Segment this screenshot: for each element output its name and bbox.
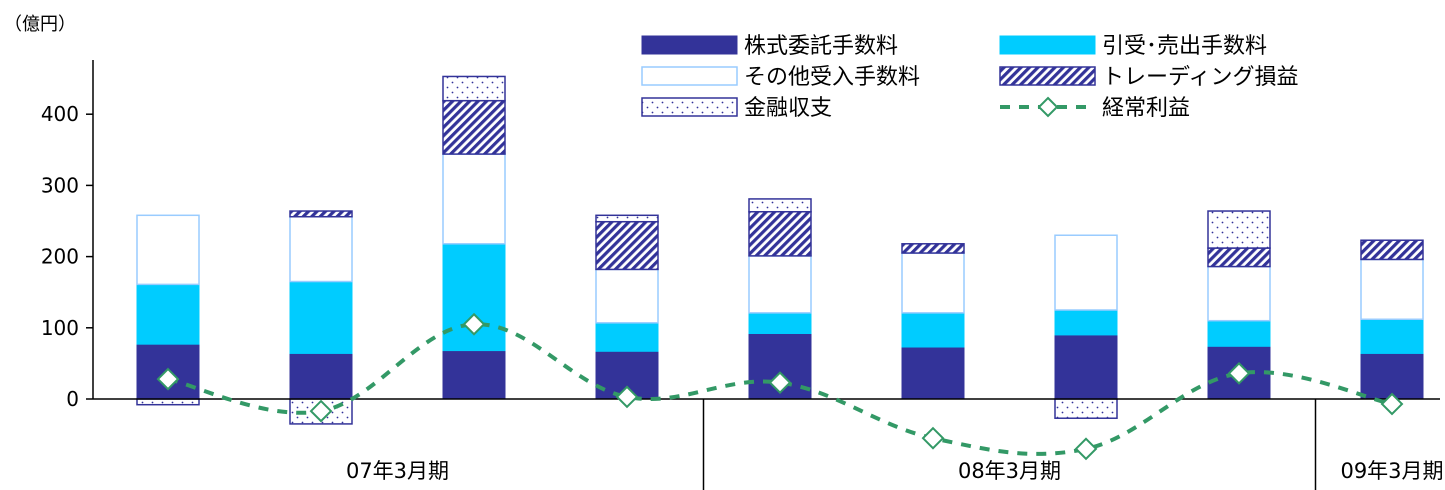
line-point-0-5	[921, 426, 945, 450]
period-label-2: 09年3月期	[1340, 459, 1443, 483]
bar-segment-0-6	[1054, 334, 1118, 400]
bar-segment-2-6	[1054, 234, 1118, 311]
legend-marker-5	[1037, 96, 1059, 118]
bar-segment-1-4	[748, 312, 812, 334]
bar-segment-4-6	[1054, 398, 1118, 419]
bar-segment-0-5	[901, 346, 965, 400]
period-label-1: 08年3月期	[958, 459, 1061, 483]
bar-segment-1-0	[136, 283, 200, 345]
legend-swatch-0	[641, 35, 738, 55]
bar-segment-3-4	[748, 210, 812, 257]
bar-segment-4-0	[136, 398, 200, 406]
bar-segment-2-4	[748, 255, 812, 314]
legend-label-4: 金融収支	[744, 96, 832, 121]
line-point-0-8	[1380, 392, 1404, 416]
line-point-0-3	[615, 385, 639, 409]
period-label-0: 07年3月期	[346, 459, 449, 483]
bar-segment-4-3	[595, 214, 659, 223]
legend-swatch-2	[641, 66, 738, 86]
line-path-0	[167, 322, 1393, 456]
legend-swatch-4	[641, 97, 738, 117]
bar-segment-3-5	[901, 243, 965, 254]
line-point-0-0	[156, 367, 180, 391]
bar-segment-2-7	[1207, 265, 1271, 322]
bar-segment-0-1	[289, 352, 353, 400]
y-tick-label-100: 100	[41, 316, 79, 340]
legend-label-2: その他受入手数料	[744, 65, 920, 90]
line-point-0-1	[309, 399, 333, 423]
bar-segment-1-3	[595, 322, 659, 352]
bar-segment-3-1	[289, 210, 353, 218]
bar-segment-3-8	[1360, 239, 1424, 261]
legend-label-5: 経常利益	[1102, 96, 1190, 121]
stacked-bars	[136, 75, 1424, 425]
bar-segment-3-3	[595, 220, 659, 271]
bar-segment-1-6	[1054, 309, 1118, 336]
bar-segment-3-7	[1207, 247, 1271, 268]
y-tick-label-0: 0	[66, 387, 79, 411]
bar-segment-2-1	[289, 215, 353, 283]
bar-segment-2-0	[136, 214, 200, 286]
bar-segment-1-1	[289, 281, 353, 354]
y-axis-unit-label: （億円）	[4, 14, 76, 35]
bar-segment-0-8	[1360, 352, 1424, 400]
line-point-0-6	[1074, 437, 1098, 461]
legend-swatch-1	[999, 35, 1096, 55]
axes	[92, 60, 1440, 400]
bar-segment-1-5	[901, 312, 965, 348]
legend-label-1: 引受･売出手数料	[1102, 34, 1267, 59]
line-series	[156, 312, 1404, 461]
y-tick-label-400: 400	[41, 102, 79, 126]
bar-segment-4-4	[748, 198, 812, 213]
bar-segment-2-8	[1360, 258, 1424, 321]
bar-segment-3-2	[442, 99, 506, 155]
legend-label-0: 株式委託手数料	[744, 34, 898, 59]
bar-segment-2-3	[595, 268, 659, 324]
bar-segment-2-5	[901, 252, 965, 314]
y-axis-ticks: 0 100 200 300 400	[41, 102, 93, 411]
bar-segment-2-2	[442, 153, 506, 245]
y-tick-label-200: 200	[41, 245, 79, 269]
bar-segment-1-8	[1360, 318, 1424, 354]
line-point-0-4	[768, 371, 792, 395]
y-tick-label-300: 300	[41, 173, 79, 197]
bar-segment-1-7	[1207, 320, 1271, 347]
bar-segment-0-2	[442, 350, 506, 400]
legend-swatch-3	[999, 66, 1096, 86]
bar-segment-4-7	[1207, 210, 1271, 249]
line-point-0-2	[462, 312, 486, 336]
bar-segment-4-2	[442, 75, 506, 102]
period-groups: 07年3月期 08年3月期 09年3月期	[346, 399, 1444, 490]
legend-label-3: トレーディング損益	[1102, 65, 1298, 90]
line-point-0-7	[1227, 361, 1251, 385]
